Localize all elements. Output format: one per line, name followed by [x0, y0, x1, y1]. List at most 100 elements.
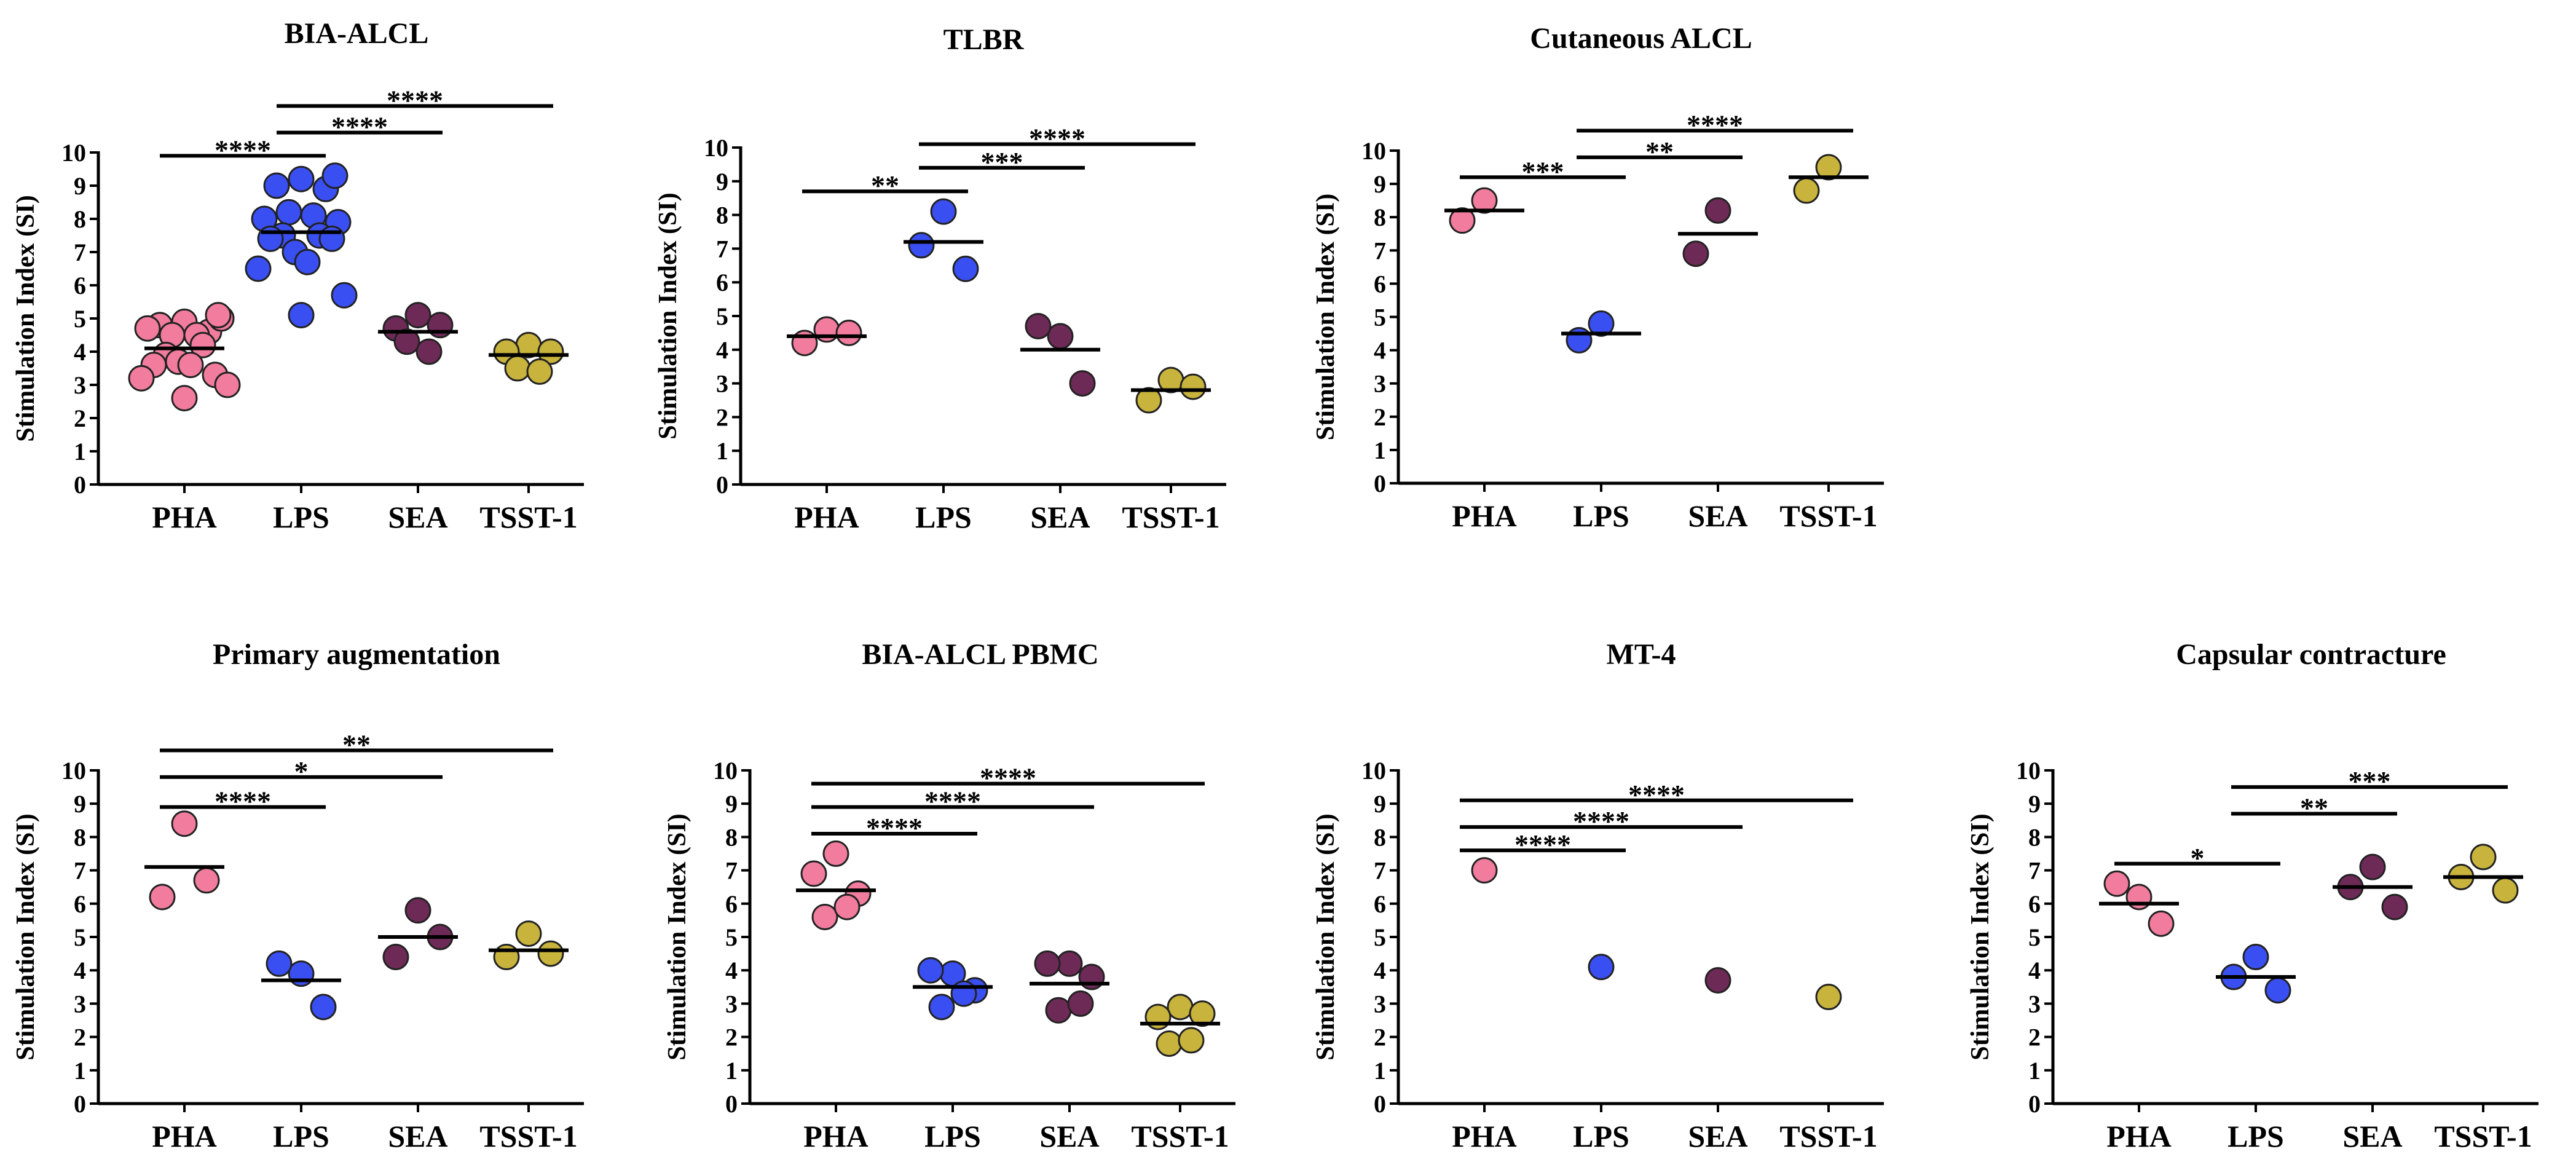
- chart-title: Primary augmentation: [213, 638, 500, 671]
- data-point: [1045, 997, 1072, 1024]
- x-tick-label: PHA: [2106, 1119, 2172, 1153]
- significance-label: ****: [1628, 779, 1685, 810]
- data-point: [393, 328, 420, 355]
- significance-label: ***: [2349, 765, 2391, 797]
- x-tick-label: TSST-1: [1131, 1119, 1229, 1153]
- x-tick-label: PHA: [794, 500, 859, 534]
- x-tick-label: LPS: [2227, 1119, 2284, 1153]
- y-tick-label: 2: [2028, 1024, 2041, 1051]
- chart-title: Cutaneous ALCL: [1530, 22, 1752, 55]
- chart-panel-3: Primary augmentation Stimulation Index (S…: [12, 638, 584, 1153]
- y-tick-label: 2: [725, 1024, 738, 1051]
- data-point: [2470, 844, 2497, 871]
- significance-label: ****: [1029, 123, 1085, 154]
- data-point: [791, 330, 818, 357]
- data-point: [149, 883, 176, 911]
- data-point: [266, 950, 293, 977]
- x-tick-label: SEA: [1030, 500, 1090, 534]
- x-tick-label: LPS: [915, 500, 972, 534]
- y-tick-label: 6: [74, 890, 86, 918]
- data-point: [1566, 326, 1593, 354]
- y-tick-label: 8: [74, 205, 86, 233]
- y-tick-label: 5: [74, 923, 86, 951]
- y-tick-label: 8: [2028, 823, 2041, 851]
- data-point: [2381, 893, 2408, 920]
- data-point: [1449, 207, 1476, 234]
- y-tick-label: 4: [716, 336, 728, 364]
- y-tick-label: 10: [61, 757, 86, 785]
- significance-label: ****: [1514, 829, 1571, 860]
- data-point: [310, 994, 337, 1021]
- data-point: [294, 248, 321, 275]
- y-tick-label: 3: [74, 990, 86, 1018]
- data-point: [257, 225, 284, 252]
- significance-label: ****: [215, 134, 271, 165]
- y-tick-label: 2: [1374, 403, 1386, 431]
- data-point: [493, 944, 520, 971]
- y-tick-label: 1: [1374, 437, 1386, 464]
- y-tick-label: 10: [2016, 757, 2041, 785]
- y-tick-label: 7: [74, 857, 86, 885]
- data-point: [1167, 994, 1194, 1021]
- y-tick-label: 3: [716, 370, 728, 398]
- chart-panel-1: TLBR Stimulation Index (SI) 0 1 2 3 4 5 6 7 8 9 10 PH…: [654, 23, 1226, 534]
- y-tick-label: 7: [74, 239, 86, 266]
- y-tick-label: 10: [713, 757, 738, 785]
- y-tick-label: 2: [1374, 1024, 1386, 1051]
- y-tick-label: 7: [716, 235, 728, 263]
- y-tick-label: 0: [1374, 1090, 1386, 1118]
- data-point: [800, 860, 827, 887]
- significance-label: ****: [1687, 109, 1743, 141]
- y-tick-label: 5: [725, 923, 738, 951]
- data-point: [952, 255, 979, 282]
- y-tick-label: 7: [1374, 857, 1386, 885]
- data-point: [833, 893, 861, 920]
- significance-label: ****: [1573, 805, 1629, 837]
- data-point: [1471, 857, 1498, 884]
- significance-label: **: [871, 170, 899, 201]
- data-point: [1067, 990, 1094, 1017]
- y-tick-label: 0: [74, 1090, 86, 1118]
- y-axis-label: Stimulation Index (SI): [1312, 813, 1340, 1060]
- data-point: [1704, 197, 1731, 224]
- data-point: [822, 840, 849, 867]
- y-tick-label: 1: [716, 437, 728, 465]
- data-point: [1793, 177, 1820, 204]
- data-point: [1815, 984, 1842, 1011]
- data-point: [835, 319, 862, 346]
- data-point: [171, 385, 198, 412]
- data-point: [134, 315, 161, 342]
- data-point: [288, 165, 315, 192]
- data-point: [404, 302, 431, 329]
- y-tick-label: 5: [1374, 923, 1386, 951]
- significance-label: ****: [387, 84, 443, 116]
- data-point: [331, 282, 358, 309]
- significance-label: ****: [215, 786, 271, 817]
- x-tick-label: SEA: [1688, 1119, 1747, 1153]
- y-tick-label: 2: [74, 1024, 86, 1051]
- data-point: [515, 920, 542, 947]
- data-point: [1078, 963, 1105, 990]
- data-point: [214, 371, 241, 398]
- data-point: [288, 302, 315, 329]
- chart-panel-4: BIA-ALCL PBMC Stimulation Index (SI) 0 1 2 3 4…: [663, 638, 1235, 1153]
- data-point: [1025, 312, 1052, 339]
- data-point: [1588, 954, 1615, 981]
- data-point: [245, 255, 272, 282]
- x-tick-label: TSST-1: [479, 500, 577, 534]
- significance-label: ****: [866, 812, 923, 844]
- y-axis-label: Stimulation Index (SI): [1966, 813, 1995, 1060]
- x-tick-label: TSST-1: [1779, 499, 1877, 533]
- significance-label: ****: [924, 786, 981, 817]
- data-point: [537, 338, 564, 365]
- x-tick-label: SEA: [1688, 499, 1747, 533]
- x-tick-label: LPS: [924, 1119, 981, 1153]
- data-point: [1815, 154, 1842, 181]
- x-tick-label: TSST-1: [1122, 500, 1219, 534]
- y-tick-label: 3: [1374, 370, 1386, 398]
- chart-panel-0: BIA-ALCL Stimulation Index (SI) 0 1 2 3 4 5 6 7 8 9…: [12, 17, 584, 534]
- x-tick-label: PHA: [1452, 1119, 1517, 1153]
- data-point: [321, 162, 349, 189]
- data-point: [1056, 950, 1083, 977]
